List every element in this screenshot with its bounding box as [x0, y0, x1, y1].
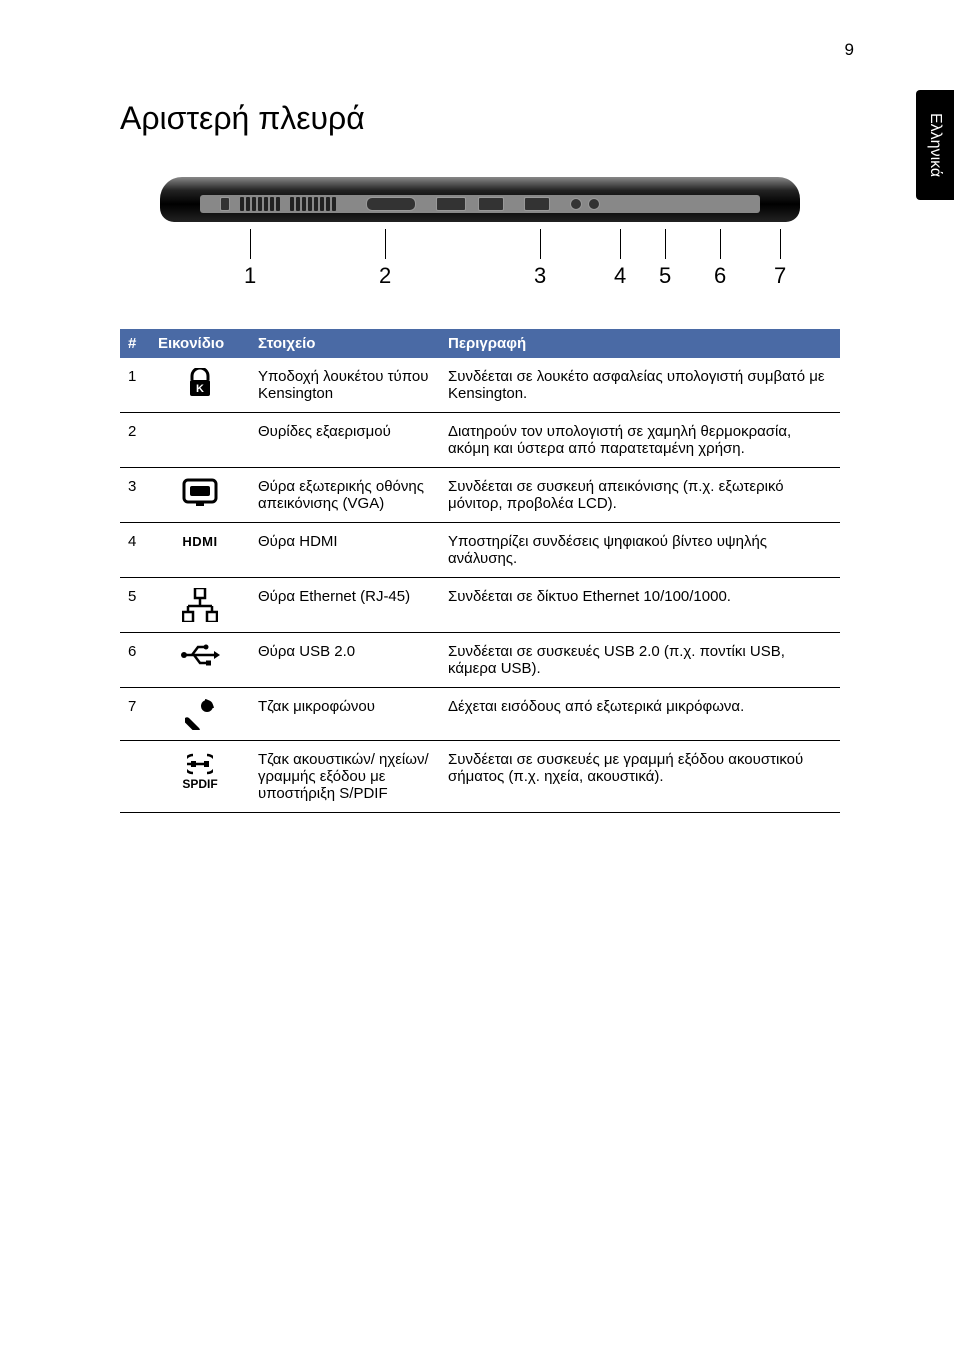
row-icon	[150, 413, 250, 468]
page-number: 9	[845, 40, 854, 60]
lock-icon: K	[186, 368, 214, 398]
row-desc: Διατηρούν τον υπολογιστή σε χαμηλή θερμο…	[440, 413, 840, 468]
vent-group-2	[290, 197, 336, 211]
callout-line	[665, 229, 666, 259]
callout-line	[620, 229, 621, 259]
row-icon	[150, 633, 250, 688]
callout-line	[780, 229, 781, 259]
row-number: 3	[120, 468, 150, 523]
row-item: Θύρα εξωτερικής οθόνης απεικόνισης (VGA)	[250, 468, 440, 523]
callout-number: 7	[774, 263, 786, 289]
table-row: 1 K Υποδοχή λουκέτου τύπου KensingtonΣυνδέ…	[120, 358, 840, 413]
table-row: 4 HDMI Θύρα HDMIΥποστηρίζει συνδέσεις ψηφι…	[120, 523, 840, 578]
row-number: 7	[120, 688, 150, 741]
col-num: #	[120, 329, 150, 358]
language-tab: Ελληνικά	[916, 90, 954, 200]
table-header-row: # Εικονίδιο Στοιχείο Περιγραφή	[120, 329, 840, 358]
port-strip	[200, 195, 760, 213]
callout-line	[720, 229, 721, 259]
row-item: Θύρα USB 2.0	[250, 633, 440, 688]
row-item: Τζακ ακουστικών/ ηχείων/γραμμής εξόδου μ…	[250, 741, 440, 813]
spdif-icon: SPDIF	[158, 751, 242, 791]
row-icon	[150, 578, 250, 633]
table-row: 5 Θύρα Ethernet (RJ-45)Συνδέεται σε δίκτυ…	[120, 578, 840, 633]
ethernet-port	[478, 197, 504, 211]
row-icon	[150, 688, 250, 741]
callout-number: 2	[379, 263, 391, 289]
row-item: Θυρίδες εξαερισμού	[250, 413, 440, 468]
mic-jack	[570, 198, 582, 210]
callout-line	[250, 229, 251, 259]
mic-icon	[185, 698, 215, 730]
row-item: Θύρα Ethernet (RJ-45)	[250, 578, 440, 633]
row-number	[120, 741, 150, 813]
row-icon: SPDIF	[150, 741, 250, 813]
row-desc: Δέχεται εισόδους από εξωτερικά μικρόφωνα…	[440, 688, 840, 741]
col-icon: Εικονίδιο	[150, 329, 250, 358]
callout-number: 4	[614, 263, 626, 289]
row-number: 5	[120, 578, 150, 633]
row-desc: Συνδέεται σε συσκευή απεικόνισης (π.χ. ε…	[440, 468, 840, 523]
svg-text:K: K	[196, 383, 204, 395]
table-row: 6 Θύρα USB 2.0Συνδέεται σε συσκευές USB 2…	[120, 633, 840, 688]
callout-number: 5	[659, 263, 671, 289]
hdmi-port	[436, 197, 466, 211]
col-desc: Περιγραφή	[440, 329, 840, 358]
row-number: 6	[120, 633, 150, 688]
ethernet-icon	[182, 588, 218, 622]
row-item: Υποδοχή λουκέτου τύπου Kensington	[250, 358, 440, 413]
row-number: 2	[120, 413, 150, 468]
hdmi-icon: HDMI	[182, 534, 217, 549]
side-view-diagram: 1 2 3 4 5 6 7	[160, 167, 800, 289]
callout-number: 6	[714, 263, 726, 289]
callout-number: 3	[534, 263, 546, 289]
vga-port	[366, 197, 416, 211]
table-row: SPDIFΤζακ ακουστικών/ ηχείων/γραμμής εξό…	[120, 741, 840, 813]
monitor-icon	[182, 478, 218, 508]
spec-table: # Εικονίδιο Στοιχείο Περιγραφή 1 K Υποδοχή…	[120, 329, 840, 813]
row-desc: Συνδέεται σε συσκευές USB 2.0 (π.χ. ποντ…	[440, 633, 840, 688]
vent-group-1	[240, 197, 280, 211]
row-desc: Υποστηρίζει συνδέσεις ψηφιακού βίντεο υψ…	[440, 523, 840, 578]
row-icon: K	[150, 358, 250, 413]
row-number: 1	[120, 358, 150, 413]
headphone-jack	[588, 198, 600, 210]
col-item: Στοιχείο	[250, 329, 440, 358]
row-item: Θύρα HDMI	[250, 523, 440, 578]
row-desc: Συνδέεται σε συσκευές με γραμμή εξόδου α…	[440, 741, 840, 813]
row-item: Τζακ μικροφώνου	[250, 688, 440, 741]
row-number: 4	[120, 523, 150, 578]
row-icon	[150, 468, 250, 523]
callout-line	[540, 229, 541, 259]
row-desc: Συνδέεται σε λουκέτο ασφαλείας υπολογιστ…	[440, 358, 840, 413]
row-desc: Συνδέεται σε δίκτυο Ethernet 10/100/1000…	[440, 578, 840, 633]
usb-icon	[180, 643, 220, 667]
table-row: 7 Τζακ μικροφώνουΔέχεται εισόδους από εξω…	[120, 688, 840, 741]
table-row: 3 Θύρα εξωτερικής οθόνης απεικόνισης (VGA…	[120, 468, 840, 523]
usb-port	[524, 197, 550, 211]
section-title: Αριστερή πλευρά	[120, 100, 840, 137]
lock-slot	[220, 197, 230, 211]
main-content: Αριστερή πλευρά	[120, 100, 840, 813]
callout-number: 1	[244, 263, 256, 289]
callout-labels: 1 2 3 4 5 6 7	[160, 229, 800, 289]
row-icon: HDMI	[150, 523, 250, 578]
table-row: 2 Θυρίδες εξαερισμούΔιατηρούν τον υπολογι…	[120, 413, 840, 468]
callout-line	[385, 229, 386, 259]
